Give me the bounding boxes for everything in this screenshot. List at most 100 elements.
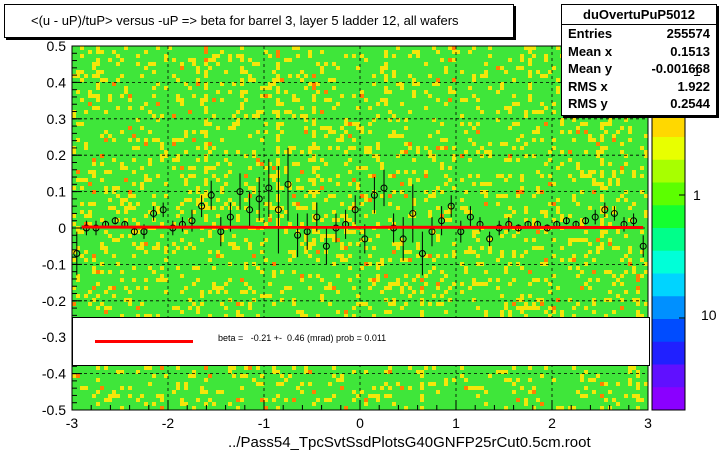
heatmap-cell (400, 138, 404, 142)
heatmap-cell (180, 58, 184, 62)
heatmap-cell (348, 166, 352, 170)
heatmap-cell (248, 162, 252, 166)
heatmap-cell (564, 158, 568, 162)
heatmap-cell (376, 126, 380, 130)
heatmap-cell (180, 66, 184, 70)
heatmap-cell (424, 110, 428, 114)
heatmap-cell (456, 118, 460, 122)
heatmap-cell (484, 130, 488, 134)
heatmap-cell (572, 126, 576, 130)
heatmap-cell (96, 178, 100, 182)
heatmap-cell (484, 74, 488, 78)
heatmap-cell (540, 166, 544, 170)
heatmap-cell (172, 134, 176, 138)
heatmap-cell (436, 122, 440, 126)
heatmap-cell (520, 70, 524, 74)
heatmap-cell (100, 50, 104, 54)
heatmap-cell (252, 66, 256, 70)
heatmap-cell (440, 98, 444, 102)
heatmap-cell (252, 146, 256, 150)
heatmap-cell (340, 150, 344, 154)
heatmap-cell (468, 78, 472, 82)
heatmap-cell (532, 90, 536, 94)
heatmap-cell (600, 150, 604, 154)
heatmap-cell (288, 174, 292, 178)
heatmap-cell (300, 166, 304, 170)
heatmap-cell (448, 54, 452, 58)
heatmap-cell (412, 170, 416, 174)
heatmap-cell (636, 174, 640, 178)
heatmap-cell (392, 110, 396, 114)
heatmap-cell (628, 126, 632, 130)
heatmap-cell (144, 66, 148, 70)
heatmap-cell (180, 134, 184, 138)
heatmap-cell (160, 166, 164, 170)
heatmap-cell (352, 122, 356, 126)
heatmap-cell (276, 66, 280, 70)
heatmap-cell (208, 86, 212, 90)
heatmap-cell (376, 82, 380, 86)
heatmap-cell (484, 166, 488, 170)
heatmap-cell (300, 102, 304, 106)
heatmap-cell (644, 134, 648, 138)
heatmap-cell (472, 130, 476, 134)
heatmap-cell (112, 106, 116, 110)
heatmap-cell (516, 138, 520, 142)
heatmap-cell (416, 50, 420, 54)
heatmap-cell (408, 126, 412, 130)
heatmap-cell (284, 86, 288, 90)
heatmap-cell (368, 174, 372, 178)
heatmap-cell (380, 118, 384, 122)
heatmap-cell (640, 158, 644, 162)
heatmap-cell (468, 158, 472, 162)
heatmap-cell (320, 66, 324, 70)
heatmap-cell (72, 134, 76, 138)
heatmap-cell (312, 118, 316, 122)
heatmap-cell (76, 142, 80, 146)
heatmap-cell (144, 94, 148, 98)
heatmap-cell (292, 74, 296, 78)
heatmap-cell (524, 178, 528, 182)
heatmap-cell (100, 142, 104, 146)
heatmap-cell (492, 174, 496, 178)
heatmap-cell (160, 130, 164, 134)
heatmap-cell (188, 154, 192, 158)
heatmap-cell (76, 70, 80, 74)
heatmap-cell (468, 142, 472, 146)
heatmap-cell (296, 158, 300, 162)
heatmap-cell (200, 102, 204, 106)
heatmap-cell (424, 122, 428, 126)
heatmap-cell (452, 126, 456, 130)
heatmap-cell (520, 62, 524, 66)
heatmap-cell (392, 66, 396, 70)
heatmap-cell (84, 170, 88, 174)
heatmap-cell (148, 166, 152, 170)
heatmap-cell (148, 118, 152, 122)
heatmap-cell (256, 50, 260, 54)
heatmap-cell (104, 74, 108, 78)
heatmap-cell (364, 90, 368, 94)
heatmap-cell (344, 94, 348, 98)
heatmap-cell (444, 54, 448, 58)
heatmap-cell (332, 94, 336, 98)
heatmap-cell (392, 118, 396, 122)
heatmap-cell (252, 158, 256, 162)
heatmap-cell (176, 106, 180, 110)
heatmap-cell (460, 50, 464, 54)
heatmap-cell (272, 166, 276, 170)
heatmap-cell (324, 138, 328, 142)
heatmap-cell (80, 130, 84, 134)
heatmap-cell (360, 58, 364, 62)
heatmap-cell (272, 146, 276, 150)
heatmap-cell (272, 50, 276, 54)
heatmap-cell (404, 118, 408, 122)
heatmap-cell (196, 106, 200, 110)
heatmap-cell (608, 162, 612, 166)
heatmap-cell (320, 158, 324, 162)
heatmap-cell (424, 158, 428, 162)
heatmap-cell (316, 174, 320, 178)
heatmap-cell (460, 150, 464, 154)
heatmap-cell (256, 138, 260, 142)
heatmap-cell (120, 158, 124, 162)
heatmap-cell (508, 154, 512, 158)
